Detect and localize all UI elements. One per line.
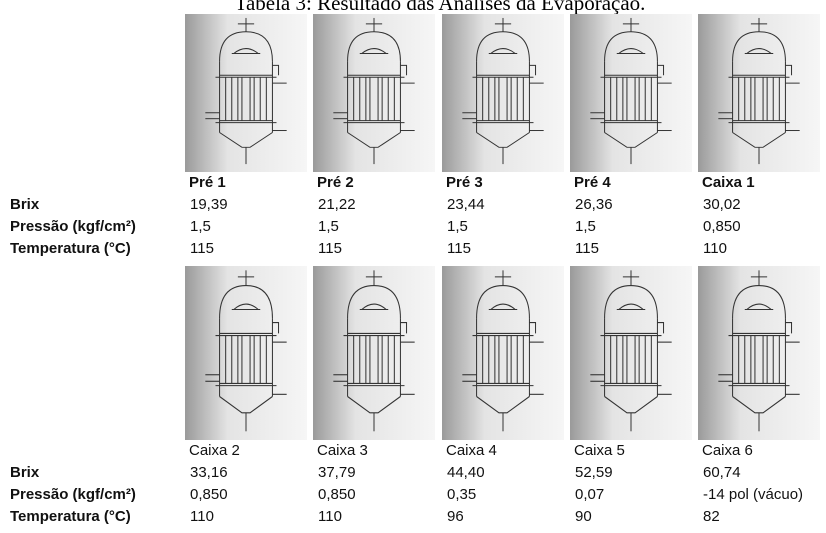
cell-value: 0,35 — [447, 486, 476, 504]
row-label: Temperatura (°C) — [10, 240, 131, 258]
evaporator-image — [442, 266, 564, 440]
column-header: Pré 4 — [574, 174, 611, 192]
cell-value: 115 — [190, 240, 214, 258]
evaporator-image — [185, 14, 307, 172]
row-label: Brix — [10, 196, 39, 214]
cell-value: 1,5 — [447, 218, 468, 236]
cell-value: 82 — [703, 508, 720, 526]
column-header: Pré 3 — [446, 174, 483, 192]
cell-value: 1,5 — [575, 218, 596, 236]
row-label: Pressão (kgf/cm²) — [10, 486, 136, 504]
evaporator-image — [313, 14, 435, 172]
cell-value: 115 — [575, 240, 599, 258]
cell-value: 19,39 — [190, 196, 228, 214]
cell-value: 26,36 — [575, 196, 613, 214]
row-label: Temperatura (°C) — [10, 508, 131, 526]
cell-value: -14 pol (vácuo) — [703, 486, 803, 504]
cell-value: 96 — [447, 508, 464, 526]
column-header: Caixa 3 — [317, 442, 368, 460]
evaporator-image — [570, 266, 692, 440]
cell-value: 21,22 — [318, 196, 356, 214]
cell-value: 115 — [447, 240, 471, 258]
column-header: Pré 2 — [317, 174, 354, 192]
cell-value: 23,44 — [447, 196, 485, 214]
evaporator-image — [570, 14, 692, 172]
column-header: Caixa 4 — [446, 442, 497, 460]
row-label: Pressão (kgf/cm²) — [10, 218, 136, 236]
row-label: Brix — [10, 464, 39, 482]
page: Tabela 3: Resultado das Análises da Evap… — [0, 0, 826, 533]
cell-value: 110 — [703, 240, 727, 258]
cell-value: 110 — [318, 508, 342, 526]
cell-value: 52,59 — [575, 464, 613, 482]
cell-value: 90 — [575, 508, 592, 526]
cell-value: 0,850 — [190, 486, 228, 504]
cell-value: 30,02 — [703, 196, 741, 214]
cell-value: 0,850 — [318, 486, 356, 504]
cell-value: 60,74 — [703, 464, 741, 482]
evaporator-image — [442, 14, 564, 172]
evaporator-image — [698, 266, 820, 440]
cell-value: 0,850 — [703, 218, 741, 236]
cell-value: 1,5 — [318, 218, 339, 236]
evaporator-image — [698, 14, 820, 172]
column-header: Pré 1 — [189, 174, 226, 192]
cell-value: 110 — [190, 508, 214, 526]
column-header: Caixa 2 — [189, 442, 240, 460]
cell-value: 1,5 — [190, 218, 211, 236]
column-header: Caixa 6 — [702, 442, 753, 460]
evaporator-image — [313, 266, 435, 440]
column-header: Caixa 5 — [574, 442, 625, 460]
cell-value: 44,40 — [447, 464, 485, 482]
cell-value: 37,79 — [318, 464, 356, 482]
cell-value: 0,07 — [575, 486, 604, 504]
cell-value: 33,16 — [190, 464, 228, 482]
column-header: Caixa 1 — [702, 174, 755, 192]
evaporator-image — [185, 266, 307, 440]
cell-value: 115 — [318, 240, 342, 258]
